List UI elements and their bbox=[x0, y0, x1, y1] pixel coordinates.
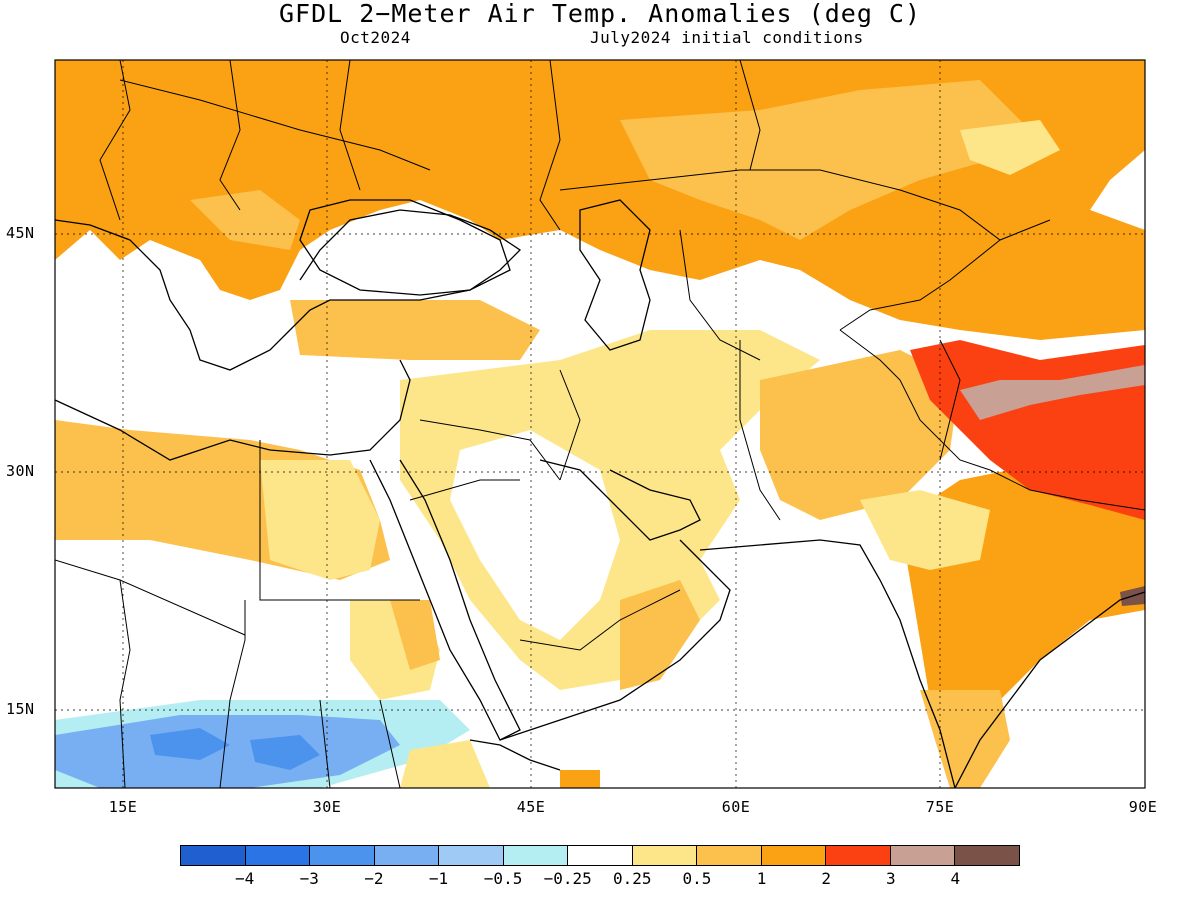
legend-swatch bbox=[955, 846, 1019, 865]
legend-swatch bbox=[310, 846, 375, 865]
coastlines bbox=[55, 199, 1145, 788]
anomaly-balkans bbox=[190, 190, 300, 250]
legend-tick-label: 2 bbox=[821, 869, 831, 888]
anomaly-iran-afghanistan bbox=[760, 350, 960, 520]
legend-swatch bbox=[826, 846, 891, 865]
map-frame bbox=[54, 59, 1146, 789]
pakistan-coast bbox=[699, 539, 956, 788]
arabia-south bbox=[499, 539, 731, 741]
legend-swatch bbox=[181, 846, 246, 865]
legend-swatch bbox=[890, 846, 956, 865]
anomaly-mongolia-pale bbox=[960, 120, 1060, 175]
europe-coast bbox=[55, 209, 522, 371]
legend-tick-label: 3 bbox=[885, 869, 896, 888]
anomaly-somalia bbox=[560, 770, 600, 788]
anomaly-east-africa bbox=[400, 740, 490, 788]
anomaly-sahel-cool bbox=[55, 715, 400, 788]
legend-swatch bbox=[632, 846, 698, 865]
black-sea bbox=[299, 199, 511, 296]
legend-swatch bbox=[439, 846, 504, 865]
legend-swatch bbox=[761, 846, 827, 865]
lat-label-30n: 30N bbox=[6, 462, 35, 480]
country-borders bbox=[55, 60, 1145, 788]
anomaly-gujarat bbox=[860, 490, 990, 570]
persian-gulf bbox=[539, 459, 701, 541]
anomaly-arabia-neutral bbox=[450, 430, 620, 640]
legend-tick-label: 1 bbox=[756, 869, 767, 888]
graticule bbox=[55, 60, 1145, 788]
legend-swatch bbox=[568, 846, 633, 865]
map-title: GFDL 2−Meter Air Temp. Anomalies (deg C) bbox=[278, 0, 922, 28]
india-east bbox=[954, 591, 1145, 788]
lat-label-15n: 15N bbox=[6, 700, 35, 718]
lat-label-45n: 45N bbox=[6, 224, 35, 242]
legend-tick-label: −2 bbox=[364, 869, 384, 888]
forecast-month: Oct2024 bbox=[340, 28, 411, 47]
legend-swatch bbox=[503, 846, 569, 865]
legend-tick-label: 0.5 bbox=[682, 869, 712, 888]
initial-conditions: July2024 initial conditions bbox=[590, 28, 864, 47]
lon-label-60e: 60E bbox=[721, 798, 751, 816]
legend-swatch bbox=[374, 846, 440, 865]
caspian-sea bbox=[579, 199, 651, 351]
lon-label-90e: 90E bbox=[1128, 798, 1158, 816]
anomaly-red-sea-coast bbox=[390, 600, 440, 670]
anomaly-oman bbox=[620, 580, 700, 690]
legend-tick-label: −4 bbox=[234, 869, 255, 888]
legend-tick-label: −3 bbox=[299, 869, 319, 888]
anomaly-egypt-pale bbox=[260, 460, 380, 580]
anomaly-sahel-core bbox=[150, 728, 320, 770]
legend-swatch bbox=[697, 846, 762, 865]
color-legend bbox=[180, 845, 1020, 866]
anomaly-tibet-peak bbox=[960, 365, 1145, 420]
legend-tick-label: 0.25 bbox=[613, 869, 652, 888]
horn-africa bbox=[469, 739, 561, 771]
lon-label-75e: 75E bbox=[925, 798, 955, 816]
mediterranean-south bbox=[55, 359, 411, 461]
legend-tick-label: −0.25 bbox=[543, 869, 592, 888]
lon-label-45e: 45E bbox=[516, 798, 546, 816]
anomaly-fields bbox=[55, 60, 1145, 788]
anomaly-turkey bbox=[290, 300, 540, 360]
legend-tick-label: 4 bbox=[950, 869, 961, 888]
legend-swatch bbox=[245, 846, 311, 865]
lon-label-15e: 15E bbox=[108, 798, 138, 816]
legend-tick-label: −1 bbox=[428, 869, 449, 888]
lon-label-30e: 30E bbox=[312, 798, 342, 816]
anomaly-india-south bbox=[920, 690, 1010, 788]
anomaly-central-asia-light bbox=[620, 80, 1030, 240]
legend-tick-label: −0.5 bbox=[483, 869, 523, 888]
